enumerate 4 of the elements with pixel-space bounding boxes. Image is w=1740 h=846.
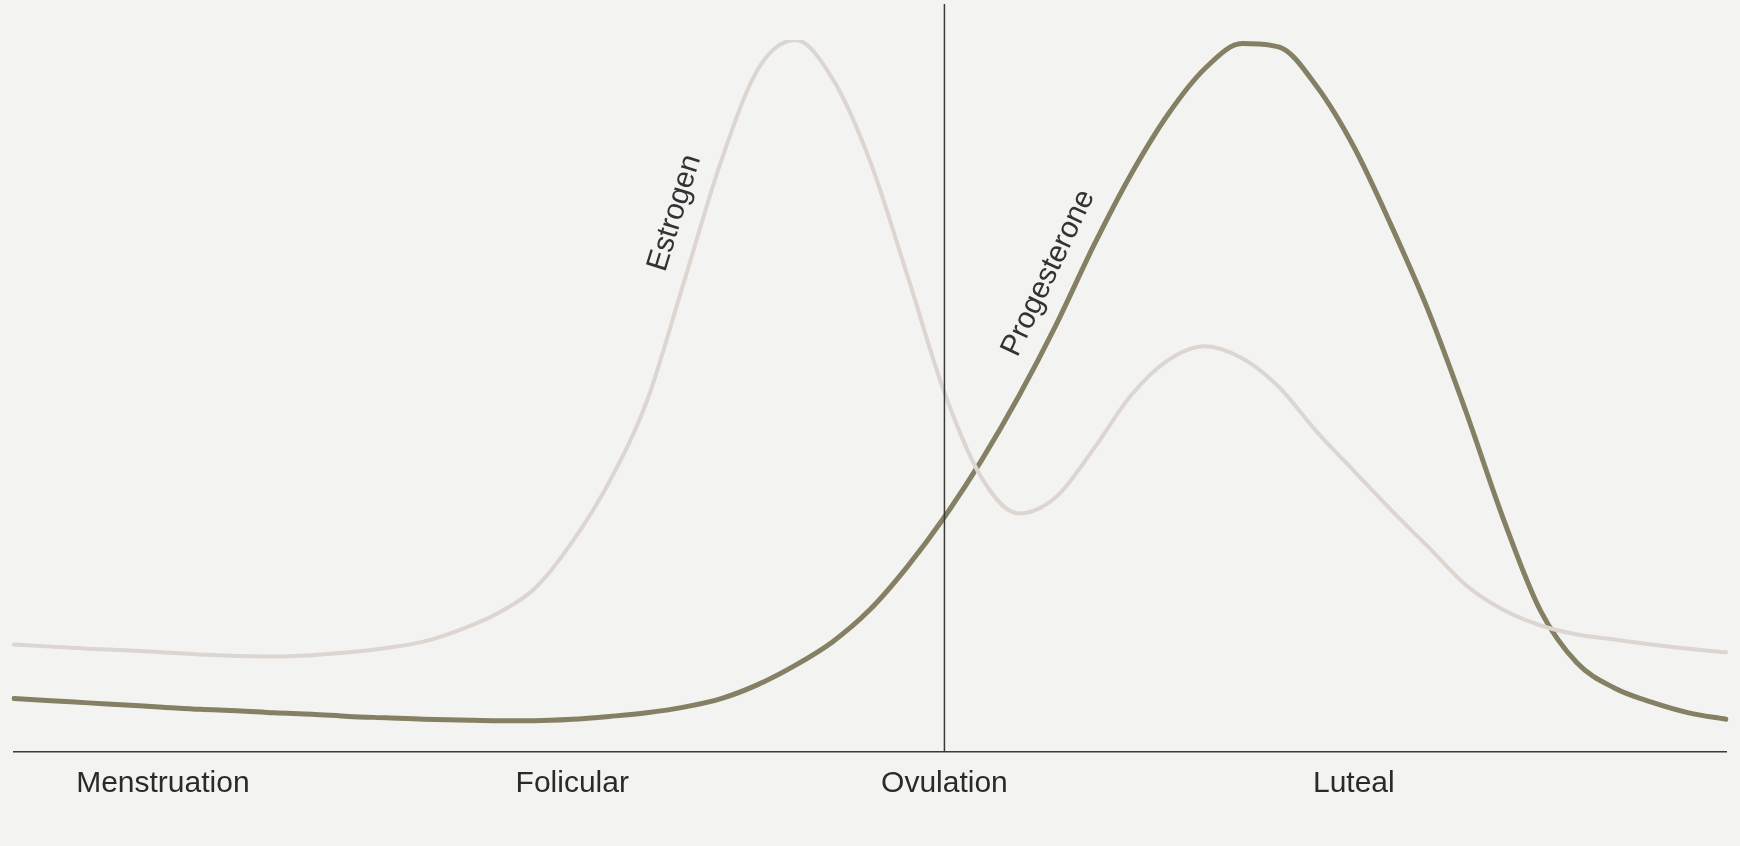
x-tick-label: Luteal xyxy=(1312,765,1395,799)
x-tick-label: Ovulation xyxy=(881,765,1008,799)
x-tick-label: Menstruation xyxy=(76,765,250,799)
x-tick-label: Folicular xyxy=(515,765,629,799)
